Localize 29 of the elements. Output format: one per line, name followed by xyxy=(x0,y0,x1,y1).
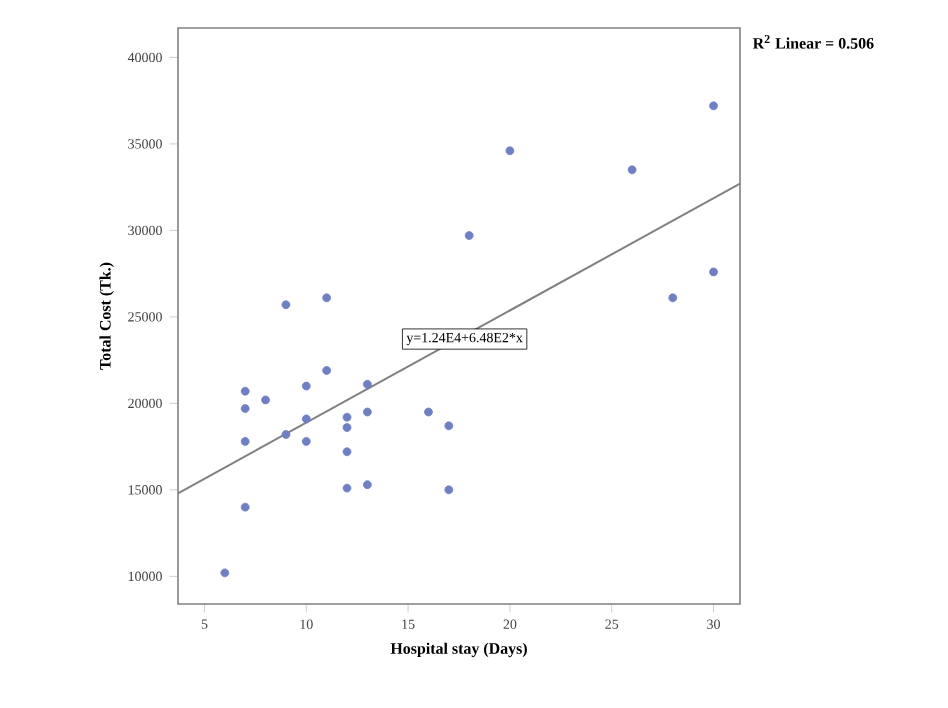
point xyxy=(342,483,352,493)
point xyxy=(301,437,311,446)
point xyxy=(240,437,250,446)
point xyxy=(301,381,311,391)
point xyxy=(709,101,718,111)
point xyxy=(362,379,372,389)
point xyxy=(342,423,352,432)
point xyxy=(342,447,352,457)
point xyxy=(301,414,311,424)
point xyxy=(362,407,372,417)
point xyxy=(444,485,454,495)
point xyxy=(220,568,230,578)
point xyxy=(261,395,270,405)
point xyxy=(709,267,718,277)
point xyxy=(240,404,250,413)
point xyxy=(281,430,291,439)
point xyxy=(322,293,332,303)
point xyxy=(627,165,637,175)
point xyxy=(464,231,474,240)
point xyxy=(444,421,454,431)
point xyxy=(240,502,250,512)
point xyxy=(281,300,291,310)
point xyxy=(668,293,678,303)
point xyxy=(505,146,515,156)
point xyxy=(362,480,372,490)
point xyxy=(240,386,250,396)
point xyxy=(342,412,352,422)
point xyxy=(424,407,433,417)
point xyxy=(322,366,332,375)
